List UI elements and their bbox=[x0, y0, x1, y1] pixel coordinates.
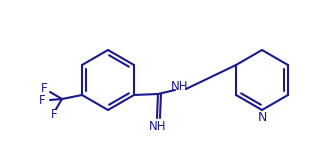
Text: F: F bbox=[51, 109, 57, 121]
Text: NH: NH bbox=[149, 121, 167, 133]
Text: F: F bbox=[39, 95, 45, 107]
Text: F: F bbox=[41, 83, 47, 95]
Text: NH: NH bbox=[171, 81, 189, 93]
Text: N: N bbox=[257, 111, 267, 124]
